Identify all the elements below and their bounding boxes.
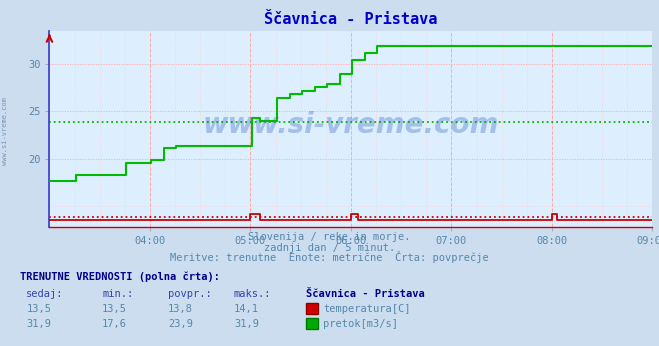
Text: 13,5: 13,5 [102, 304, 127, 314]
Text: sedaj:: sedaj: [26, 289, 64, 299]
Text: 13,8: 13,8 [168, 304, 193, 314]
Text: 17,6: 17,6 [102, 319, 127, 329]
Text: maks.:: maks.: [234, 289, 272, 299]
Title: Ščavnica - Pristava: Ščavnica - Pristava [264, 12, 438, 27]
Text: min.:: min.: [102, 289, 133, 299]
Text: Ščavnica - Pristava: Ščavnica - Pristava [306, 289, 425, 299]
Text: TRENUTNE VREDNOSTI (polna črta):: TRENUTNE VREDNOSTI (polna črta): [20, 272, 219, 282]
Text: 23,9: 23,9 [168, 319, 193, 329]
Text: 14,1: 14,1 [234, 304, 259, 314]
Text: 13,5: 13,5 [26, 304, 51, 314]
Text: www.si-vreme.com: www.si-vreme.com [2, 98, 8, 165]
Text: zadnji dan / 5 minut.: zadnji dan / 5 minut. [264, 243, 395, 253]
Text: www.si-vreme.com: www.si-vreme.com [203, 111, 499, 139]
Text: Slovenija / reke in morje.: Slovenija / reke in morje. [248, 233, 411, 243]
Text: 31,9: 31,9 [234, 319, 259, 329]
Text: pretok[m3/s]: pretok[m3/s] [323, 319, 398, 329]
Text: povpr.:: povpr.: [168, 289, 212, 299]
Text: Meritve: trenutne  Enote: metrične  Črta: povprečje: Meritve: trenutne Enote: metrične Črta: … [170, 251, 489, 263]
Text: temperatura[C]: temperatura[C] [323, 304, 411, 314]
Text: 31,9: 31,9 [26, 319, 51, 329]
